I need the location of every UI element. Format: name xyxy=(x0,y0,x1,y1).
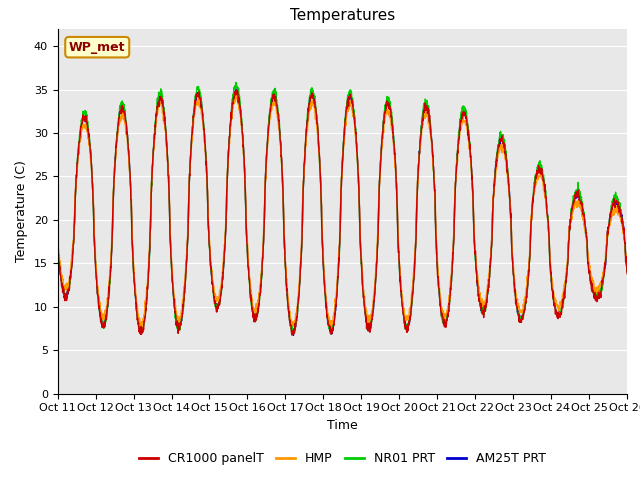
CR1000 panelT xyxy=(288,332,296,338)
CR1000 panelT xyxy=(573,188,581,194)
HMP xyxy=(213,297,221,302)
CR1000 panelT xyxy=(212,309,220,315)
NR01 PRT xyxy=(326,331,334,336)
AM25T PRT xyxy=(212,301,220,307)
NR01 PRT xyxy=(232,80,240,85)
CR1000 panelT xyxy=(54,239,61,245)
AM25T PRT xyxy=(623,269,631,275)
HMP xyxy=(573,204,581,210)
AM25T PRT xyxy=(589,289,597,295)
Title: Temperatures: Temperatures xyxy=(290,9,395,24)
X-axis label: Time: Time xyxy=(327,419,358,432)
Y-axis label: Temperature (C): Temperature (C) xyxy=(15,160,28,262)
Line: NR01 PRT: NR01 PRT xyxy=(58,83,627,334)
NR01 PRT xyxy=(589,288,597,294)
HMP xyxy=(232,93,240,98)
NR01 PRT xyxy=(573,187,581,192)
AM25T PRT xyxy=(372,273,380,278)
AM25T PRT xyxy=(54,240,61,246)
HMP xyxy=(589,282,597,288)
AM25T PRT xyxy=(232,86,239,92)
HMP xyxy=(137,325,145,331)
NR01 PRT xyxy=(623,269,631,275)
HMP xyxy=(372,270,380,276)
HMP xyxy=(360,287,367,293)
NR01 PRT xyxy=(54,243,61,249)
CR1000 panelT xyxy=(623,271,631,276)
NR01 PRT xyxy=(212,302,220,308)
HMP xyxy=(54,234,61,240)
Line: AM25T PRT: AM25T PRT xyxy=(58,89,627,336)
CR1000 panelT xyxy=(360,295,367,300)
Line: HMP: HMP xyxy=(58,96,627,328)
NR01 PRT xyxy=(372,274,380,280)
CR1000 panelT xyxy=(372,275,380,281)
CR1000 panelT xyxy=(589,288,597,294)
Line: CR1000 panelT: CR1000 panelT xyxy=(58,90,627,335)
Legend: CR1000 panelT, HMP, NR01 PRT, AM25T PRT: CR1000 panelT, HMP, NR01 PRT, AM25T PRT xyxy=(134,447,551,470)
AM25T PRT xyxy=(290,333,298,338)
CR1000 panelT xyxy=(509,255,516,261)
CR1000 panelT xyxy=(233,87,241,93)
AM25T PRT xyxy=(573,190,581,196)
AM25T PRT xyxy=(509,254,516,260)
HMP xyxy=(623,260,631,266)
NR01 PRT xyxy=(360,293,367,299)
Text: WP_met: WP_met xyxy=(69,41,125,54)
NR01 PRT xyxy=(509,257,516,263)
AM25T PRT xyxy=(360,287,367,292)
HMP xyxy=(509,250,516,255)
